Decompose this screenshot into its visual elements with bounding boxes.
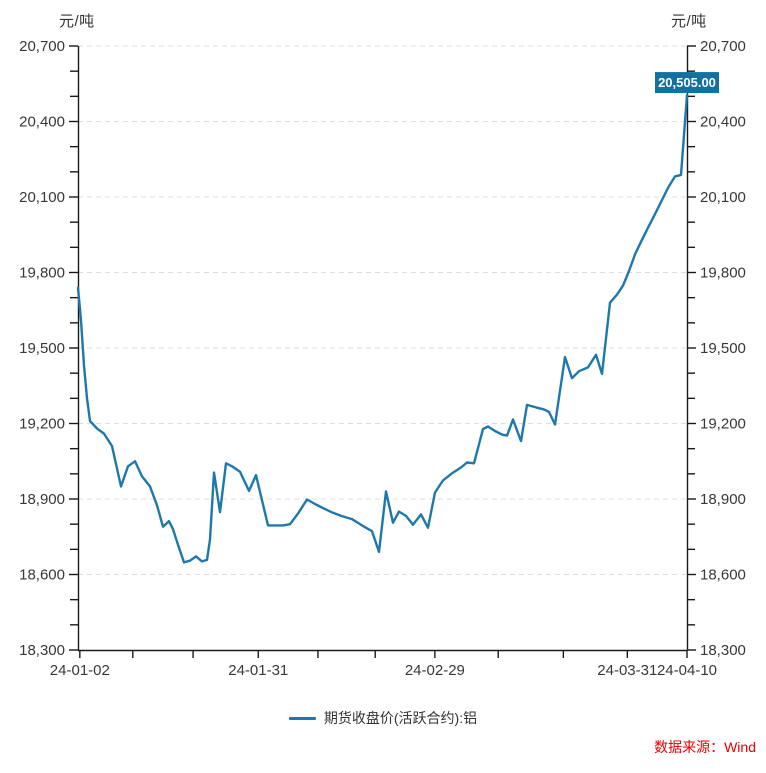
- y-axis-tick-label-left: 19,500: [19, 340, 65, 357]
- y-axis-tick-label-right: 19,500: [700, 340, 746, 357]
- y-axis-unit-left: 元/吨: [59, 13, 95, 30]
- y-axis-unit-right: 元/吨: [671, 13, 707, 30]
- y-axis-tick-label-right: 20,700: [700, 38, 746, 55]
- y-axis-tick-label-right: 18,300: [700, 642, 746, 659]
- x-axis-tick-label: 24-02-29: [405, 662, 465, 679]
- y-axis-tick-label-left: 20,400: [19, 114, 65, 131]
- legend: 期货收盘价(活跃合约):铝: [0, 708, 766, 728]
- y-axis-tick-label-right: 19,800: [700, 265, 746, 282]
- y-axis-tick-label-right: 20,100: [700, 189, 746, 206]
- y-axis-tick-label-left: 19,200: [19, 416, 65, 433]
- legend-line-swatch: [288, 716, 316, 720]
- y-axis-tick-label-left: 20,700: [19, 38, 65, 55]
- y-axis-tick-label-left: 20,100: [19, 189, 65, 206]
- y-axis-tick-label-left: 18,300: [19, 642, 65, 659]
- y-axis-tick-label-right: 18,600: [700, 567, 746, 584]
- last-value-text: 20,505.00: [658, 75, 716, 90]
- x-axis-tick-label: 24-04-10: [657, 662, 717, 679]
- x-axis-tick-label: 24-03-31: [597, 662, 657, 679]
- y-axis-tick-label-right: 19,200: [700, 416, 746, 433]
- y-axis-tick-label-right: 18,900: [700, 491, 746, 508]
- x-axis-tick-label: 24-01-31: [228, 662, 288, 679]
- y-axis-tick-label-left: 18,900: [19, 491, 65, 508]
- y-axis-tick-label-left: 18,600: [19, 567, 65, 584]
- data-source-label: 数据来源：Wind: [654, 739, 756, 755]
- x-axis-tick-label: 24-01-02: [50, 662, 110, 679]
- price-line: [76, 93, 689, 564]
- y-axis-tick-label-left: 19,800: [19, 265, 65, 282]
- y-axis-tick-label-right: 20,400: [700, 114, 746, 131]
- last-value-badge: [655, 72, 719, 94]
- legend-label: 期货收盘价(活跃合约):铝: [323, 710, 478, 726]
